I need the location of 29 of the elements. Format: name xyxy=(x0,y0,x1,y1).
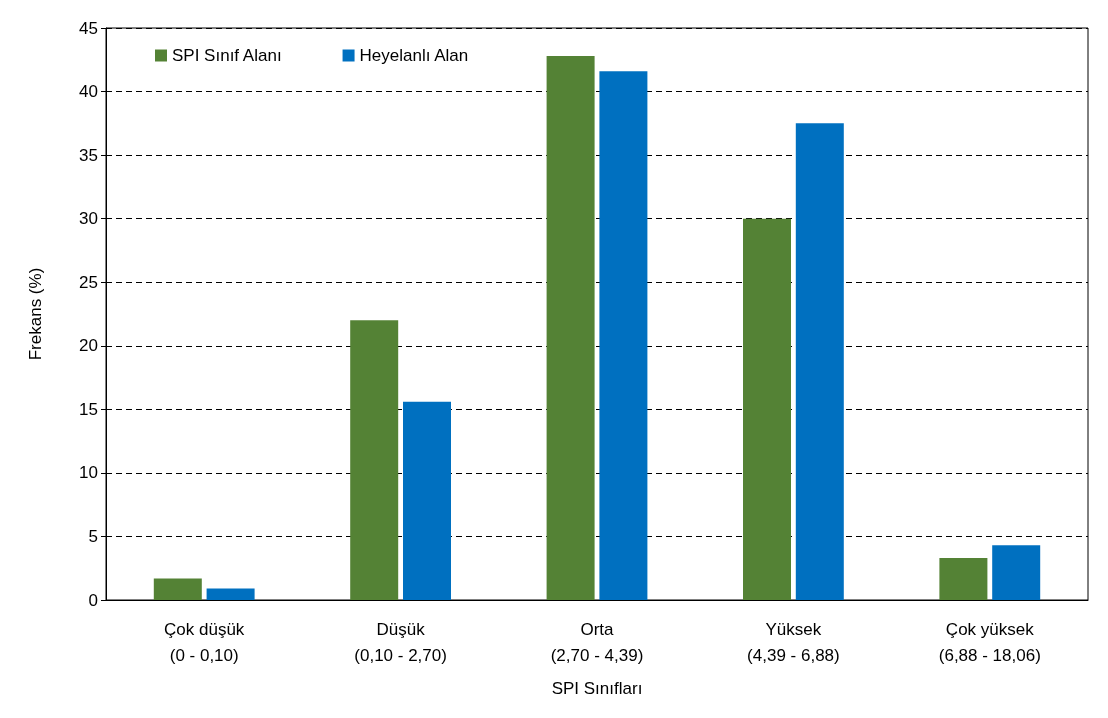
y-tick-label: 25 xyxy=(79,272,98,292)
bar xyxy=(403,401,451,600)
bar xyxy=(546,55,595,600)
bar xyxy=(939,558,988,600)
bar xyxy=(599,71,648,600)
y-tick-label: 15 xyxy=(79,399,98,419)
bar xyxy=(992,545,1041,600)
bar xyxy=(153,578,202,600)
bar xyxy=(743,218,791,600)
y-tick-label: 45 xyxy=(79,18,98,38)
legend-label: Heyelanlı Alan xyxy=(359,46,469,65)
bar xyxy=(350,320,399,600)
x-axis-title: SPI Sınıfları xyxy=(551,679,643,698)
x-tick-label: Yüksek (4,39 - 6,88) xyxy=(747,619,840,665)
y-tick-label: 30 xyxy=(79,209,98,229)
y-tick-label: 0 xyxy=(88,590,98,610)
y-tick-label: 35 xyxy=(79,145,98,165)
y-tick-label: 40 xyxy=(79,82,98,102)
x-tick-label: Çok yüksek (6,88 - 18,06) xyxy=(938,619,1041,665)
x-tick-label: Orta (2,70 - 4,39) xyxy=(550,619,644,665)
legend-label: SPI Sınıf Alanı xyxy=(172,46,282,65)
x-tick-label: Düşük (0,10 - 2,70) xyxy=(354,619,447,665)
y-tick-label: 10 xyxy=(79,463,98,483)
x-tick-label: Çok düşük (0 - 0,10) xyxy=(164,619,245,665)
bar xyxy=(206,588,255,600)
y-tick-label: 20 xyxy=(79,336,98,356)
y-tick-label: 5 xyxy=(88,526,98,546)
bar xyxy=(795,123,844,600)
y-axis-title: Frekans (%) xyxy=(26,267,45,361)
